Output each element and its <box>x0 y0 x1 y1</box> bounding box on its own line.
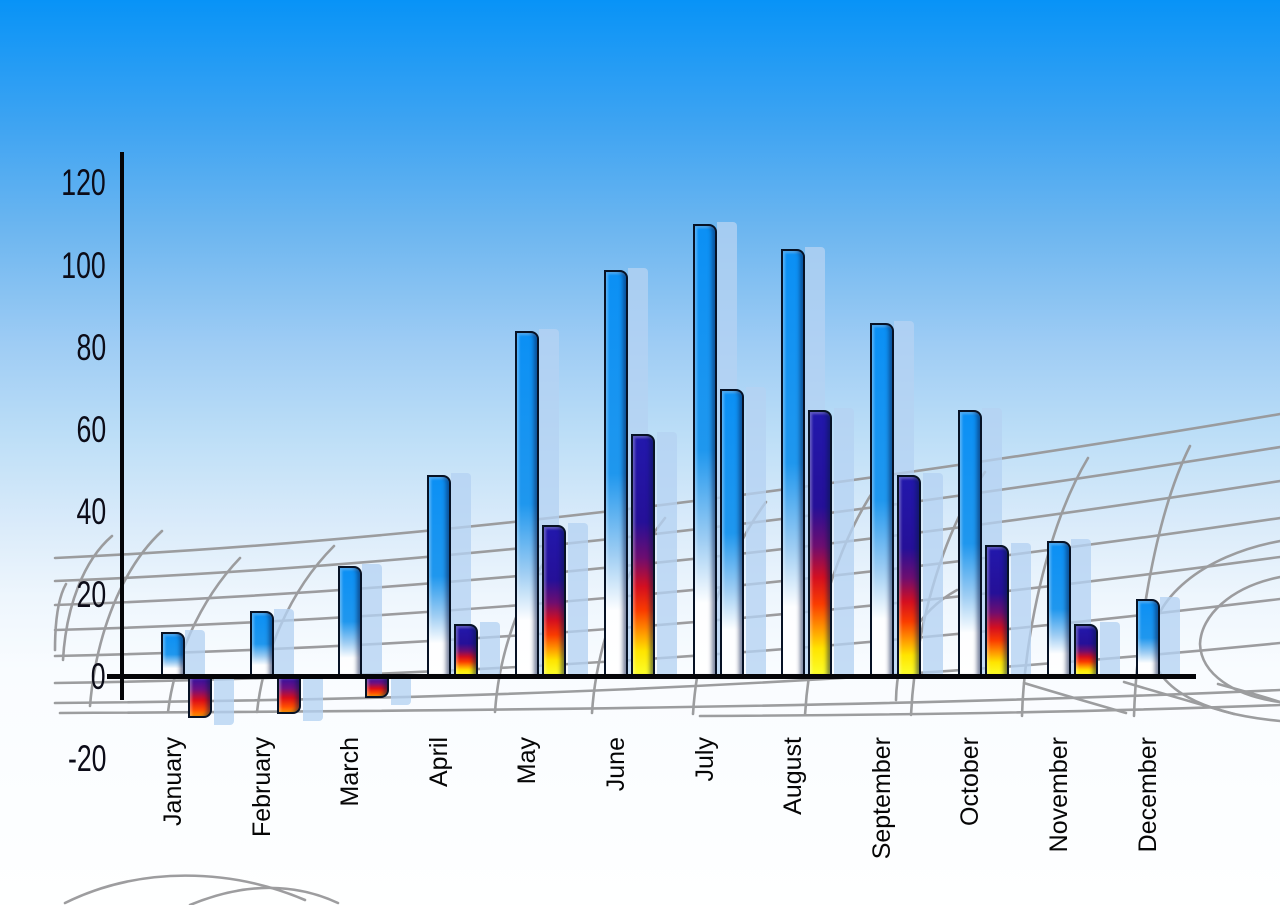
bar-shadow-september-series2 <box>923 473 943 679</box>
bar-september-series1 <box>870 323 894 677</box>
x-axis-label-march: March <box>336 737 364 807</box>
y-axis-tick-label--20: -20 <box>18 740 106 777</box>
bar-january-series2 <box>188 677 212 718</box>
bar-may-series2 <box>542 525 566 677</box>
y-axis-line <box>120 152 124 700</box>
bar-shadow-november-series2 <box>1100 622 1120 679</box>
y-axis-tick-text: -20 <box>67 738 106 779</box>
bar-shadow-january-series2 <box>214 679 234 725</box>
bar-september-series2 <box>897 475 921 677</box>
bar-december-series1 <box>1136 599 1160 677</box>
x-axis-label-april: April <box>425 737 453 788</box>
bar-october-series2 <box>985 545 1009 677</box>
bar-shadow-february-series1 <box>274 609 294 679</box>
x-axis-label-january: January <box>159 737 187 826</box>
y-axis-tick-label-0: 0 <box>18 658 106 695</box>
bar-may-series1 <box>515 331 539 677</box>
bar-august-series1 <box>781 249 805 677</box>
bar-april-series1 <box>427 475 451 677</box>
y-axis-tick-text: 0 <box>91 656 106 697</box>
bar-shadow-april-series2 <box>480 622 500 679</box>
x-axis-label-may: May <box>513 737 541 785</box>
bar-august-series2 <box>808 410 832 677</box>
x-axis-label-june: June <box>602 737 630 792</box>
x-axis-line <box>107 674 1196 679</box>
bar-shadow-december-series1 <box>1160 597 1180 679</box>
x-axis-label-november: November <box>1045 737 1073 853</box>
bar-shadow-february-series2 <box>303 679 323 721</box>
bar-february-series1 <box>250 611 274 677</box>
bar-july-series2 <box>720 389 744 677</box>
bar-june-series2 <box>631 434 655 677</box>
bar-march-series2 <box>365 677 389 698</box>
y-axis-tick-label-80: 80 <box>18 329 106 366</box>
bar-shadow-august-series2 <box>834 408 854 679</box>
bar-shadow-may-series2 <box>568 523 588 679</box>
bar-april-series2 <box>454 624 478 677</box>
x-axis-label-december: December <box>1134 737 1162 853</box>
y-axis-tick-text: 80 <box>76 327 106 368</box>
bar-november-series2 <box>1074 624 1098 677</box>
y-axis-tick-label-120: 120 <box>18 164 106 201</box>
x-axis-label-september: September <box>868 737 896 860</box>
bar-july-series1 <box>693 224 717 677</box>
bar-shadow-january-series1 <box>185 630 205 679</box>
bar-shadow-june-series2 <box>657 432 677 679</box>
bar-january-series1 <box>161 632 185 677</box>
bar-june-series1 <box>604 270 628 677</box>
x-axis-label-august: August <box>779 737 807 815</box>
bar-february-series2 <box>277 677 301 714</box>
bar-shadow-july-series2 <box>746 387 766 679</box>
bar-november-series1 <box>1047 541 1071 677</box>
y-axis-tick-text: 100 <box>61 245 106 286</box>
y-axis-tick-text: 40 <box>76 491 106 532</box>
y-axis-tick-text: 120 <box>61 162 106 203</box>
bar-shadow-march-series1 <box>362 564 382 679</box>
y-axis-tick-label-60: 60 <box>18 411 106 448</box>
y-axis-tick-text: 20 <box>76 574 106 615</box>
x-axis-label-february: February <box>248 737 276 838</box>
bar-october-series1 <box>958 410 982 677</box>
bar-march-series1 <box>338 566 362 677</box>
y-axis-tick-text: 60 <box>76 409 106 450</box>
bar-shadow-march-series2 <box>391 679 411 705</box>
x-axis-label-october: October <box>956 737 984 826</box>
y-axis-tick-label-100: 100 <box>18 247 106 284</box>
bar-shadow-october-series2 <box>1011 543 1031 679</box>
y-axis-tick-label-20: 20 <box>18 576 106 613</box>
x-axis-label-july: July <box>691 737 719 782</box>
y-axis-tick-label-40: 40 <box>18 493 106 530</box>
